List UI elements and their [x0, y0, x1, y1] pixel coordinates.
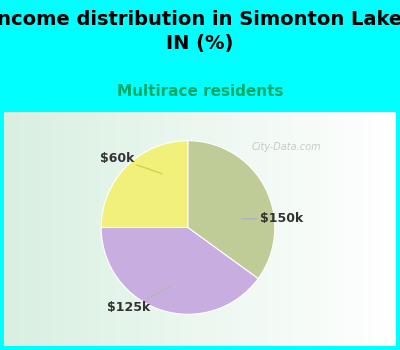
Wedge shape [101, 141, 188, 228]
Text: Multirace residents: Multirace residents [117, 84, 283, 99]
Text: $125k: $125k [107, 287, 171, 314]
Text: $150k: $150k [242, 212, 303, 225]
Text: Income distribution in Simonton Lake,
IN (%): Income distribution in Simonton Lake, IN… [0, 10, 400, 52]
Wedge shape [188, 141, 275, 279]
Wedge shape [101, 228, 258, 314]
Text: $60k: $60k [100, 152, 162, 174]
Text: City-Data.com: City-Data.com [252, 142, 321, 152]
